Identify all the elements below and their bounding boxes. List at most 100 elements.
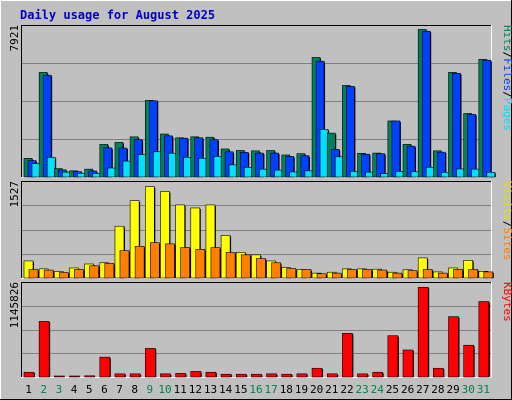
x-tick-label: 9 <box>147 383 154 396</box>
bar-pages-day-25 <box>395 171 405 178</box>
bar-visits-day-27 <box>417 257 428 279</box>
bar-pages-day-12 <box>198 158 208 178</box>
bar-sites-day-6 <box>104 263 115 279</box>
bar-kbytes-day-10 <box>160 373 171 378</box>
y-max-label: 7921 <box>8 25 21 52</box>
bar-sites-day-7 <box>119 250 130 279</box>
bar-kbytes-day-8 <box>129 373 141 378</box>
legend-entry: Files <box>501 58 512 91</box>
bar-kbytes-day-2 <box>38 321 50 378</box>
x-tick-label: 27 <box>416 383 429 396</box>
bar-pages-day-8 <box>137 154 147 178</box>
bar-pages-day-2 <box>46 157 56 178</box>
bar-sites-day-22 <box>347 269 357 279</box>
bar-kbytes-day-31 <box>478 301 490 378</box>
bar-kbytes-day-18 <box>281 373 293 378</box>
panel-legend: Hits/Files/Pages <box>501 25 512 131</box>
bar-kbytes-day-4 <box>69 375 80 378</box>
x-tick-label: 21 <box>325 383 338 396</box>
bar-pages-day-3 <box>62 171 71 178</box>
bar-pages-day-6 <box>107 167 117 178</box>
x-tick-label: 16 <box>249 383 262 396</box>
bar-kbytes-day-15 <box>235 373 247 378</box>
bar-kbytes-day-25 <box>387 335 399 378</box>
legend-entry: / <box>501 221 512 228</box>
legend-entry: Pages <box>501 98 512 131</box>
bar-pages-day-29 <box>456 168 465 178</box>
bar-pages-day-4 <box>77 172 86 178</box>
bar-sites-day-12 <box>195 249 206 279</box>
bar-kbytes-day-14 <box>220 373 232 378</box>
bar-kbytes-day-3 <box>54 375 65 378</box>
chart-title: Daily usage for August 2025 <box>20 8 215 22</box>
chart-panel-1: 7921 Hits/Files/Pages <box>8 25 512 178</box>
bar-kbytes-day-9 <box>144 348 156 378</box>
bar-pages-day-10 <box>168 152 177 178</box>
bar-pages-day-23 <box>365 171 374 178</box>
bar-pages-day-9 <box>152 151 162 178</box>
bar-pages-day-16 <box>259 168 268 178</box>
bar-sites-day-5 <box>89 265 99 279</box>
bar-kbytes-day-26 <box>402 349 414 378</box>
bar-sites-day-21 <box>331 272 342 279</box>
bar-sites-day-19 <box>301 269 312 279</box>
bar-sites-day-1 <box>28 269 39 279</box>
x-tick-label: 5 <box>86 383 93 396</box>
bar-pages-day-1 <box>31 163 41 178</box>
bar-pages-day-15 <box>243 166 253 178</box>
x-tick-label: 1 <box>25 383 32 396</box>
bar-pages-day-21 <box>334 156 344 178</box>
bar-sites-day-10 <box>165 243 175 279</box>
bar-kbytes-day-17 <box>266 373 277 378</box>
x-tick-label: 28 <box>431 383 444 396</box>
bar-sites-day-29 <box>453 269 463 279</box>
bar-pages-day-27 <box>425 166 435 178</box>
bar-pages-day-11 <box>183 157 192 178</box>
x-tick-label: 30 <box>462 383 475 396</box>
x-tick-label: 6 <box>101 383 108 396</box>
bar-sites-day-4 <box>74 269 84 279</box>
bar-files-day-30 <box>467 114 476 178</box>
bar-sites-day-14 <box>225 252 236 279</box>
legend-entry: KBytes <box>501 282 512 322</box>
bar-sites-day-18 <box>286 268 297 279</box>
bar-kbytes-day-28 <box>433 367 444 378</box>
bar-pages-day-14 <box>228 164 238 178</box>
bar-kbytes-day-7 <box>114 373 126 378</box>
bar-files-day-29 <box>452 73 461 178</box>
legend-entry: Sites <box>501 227 512 260</box>
bar-sites-day-27 <box>422 269 433 279</box>
bar-pages-day-5 <box>92 173 101 178</box>
x-tick-label: 3 <box>56 383 63 396</box>
bar-sites-day-23 <box>362 269 372 279</box>
bar-sites-day-26 <box>407 270 418 279</box>
x-tick-label: 22 <box>340 383 353 396</box>
bar-files-day-22 <box>346 86 355 178</box>
x-tick-label: 29 <box>446 383 459 396</box>
bar-pages-day-17 <box>274 169 283 178</box>
bar-files-day-25 <box>391 120 401 178</box>
legend-entry: Hits <box>501 25 512 52</box>
bar-pages-day-31 <box>486 172 496 178</box>
x-tick-label: 20 <box>310 383 323 396</box>
bar-kbytes-day-6 <box>99 356 111 378</box>
bar-visits-day-10 <box>160 191 170 279</box>
x-tick-label: 14 <box>219 383 233 396</box>
y-max-label: 1145826 <box>8 282 21 328</box>
bar-kbytes-day-22 <box>342 333 353 378</box>
bar-kbytes-day-13 <box>205 371 217 378</box>
x-tick-label: 18 <box>280 383 293 396</box>
bar-pages-day-30 <box>471 168 480 178</box>
bar-kbytes-day-24 <box>372 371 384 378</box>
x-tick-label: 4 <box>71 383 78 396</box>
y-max-label: 1527 <box>8 181 21 208</box>
bar-sites-day-17 <box>271 262 281 279</box>
bar-sites-day-24 <box>377 269 388 279</box>
bar-sites-day-15 <box>240 254 251 279</box>
bar-kbytes-day-27 <box>417 286 429 378</box>
bar-kbytes-day-23 <box>357 373 368 378</box>
bar-files-day-31 <box>482 59 492 178</box>
x-tick-label: 8 <box>131 383 138 396</box>
x-tick-label: 13 <box>204 383 217 396</box>
